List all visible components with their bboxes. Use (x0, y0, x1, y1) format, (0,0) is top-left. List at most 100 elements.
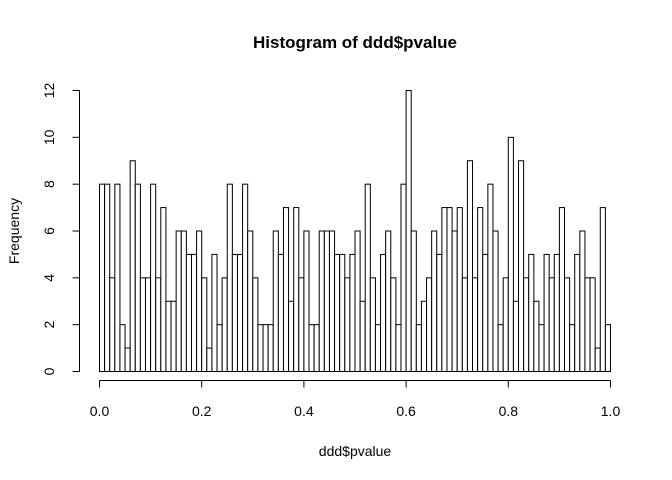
x-tick-label: 1.0 (601, 403, 621, 419)
histogram-bar (543, 253, 550, 373)
histogram-bar (574, 253, 581, 373)
histogram-bar (594, 347, 601, 373)
histogram-bar (180, 230, 187, 372)
y-tick-label: 6 (41, 227, 57, 235)
histogram-bar (119, 324, 126, 372)
histogram-bar (334, 253, 341, 373)
x-tick-label: 0.8 (499, 403, 519, 419)
histogram-bar (518, 160, 525, 372)
histogram-bar (288, 300, 295, 372)
histogram-bar (160, 207, 167, 372)
y-axis-label: Frequency (6, 198, 22, 264)
histogram-bar (385, 230, 392, 372)
x-axis: 0.0 0.2 0.4 0.6 0.8 1.0 (90, 380, 621, 419)
x-axis-label: ddd$pvalue (319, 443, 392, 459)
histogram-bar (134, 183, 141, 372)
histogram-bar (390, 277, 397, 373)
histogram-bar (538, 324, 545, 372)
histogram-bar (604, 324, 612, 372)
histogram-bar (380, 253, 387, 373)
histogram-bar (328, 230, 336, 372)
histogram-bar (374, 324, 382, 372)
histogram-bar (175, 230, 182, 372)
histogram-bar (512, 300, 520, 372)
histogram-bar (364, 183, 371, 372)
histogram-bar (104, 183, 111, 372)
histogram-bar (318, 230, 325, 372)
histogram-bar (472, 277, 479, 373)
histogram-bar (436, 253, 443, 373)
x-tick-label: 0.0 (90, 403, 110, 419)
y-tick-label: 0 (41, 367, 57, 375)
histogram-bar (548, 277, 555, 373)
histogram-bar (293, 207, 300, 372)
histogram-bar (456, 207, 463, 372)
histogram-bar (185, 253, 192, 373)
histogram-bar (303, 230, 310, 372)
histogram-bar (410, 230, 417, 372)
histogram-bar (502, 277, 509, 373)
histogram-bar (155, 277, 162, 373)
histogram-bar (441, 207, 448, 372)
histogram-bar (369, 277, 376, 373)
histogram-bar (446, 207, 453, 372)
histogram-bar (339, 253, 346, 373)
histogram-bar (124, 347, 131, 373)
histogram-bar (150, 183, 157, 372)
y-axis: 0 2 4 6 8 10 12 (41, 83, 80, 375)
chart-title: Histogram of ddd$pvalue (253, 33, 457, 52)
histogram-bar (109, 277, 116, 373)
histogram-bar (359, 300, 366, 372)
histogram-bar (507, 136, 514, 372)
histogram-bar (599, 207, 606, 372)
histogram-bar (354, 230, 361, 372)
histogram-bar (451, 230, 458, 372)
histogram-bar (426, 277, 433, 373)
histogram-bar (431, 230, 438, 372)
histogram-bar (466, 160, 474, 372)
histogram-bar (477, 207, 484, 372)
histogram-bar (272, 230, 279, 372)
histogram-bar (196, 230, 203, 372)
histogram-bar (139, 277, 146, 373)
histogram-bar (589, 277, 596, 373)
histogram-bar (242, 183, 249, 372)
x-tick-label: 0.2 (192, 403, 212, 419)
histogram-bar (349, 253, 356, 373)
histogram-bar (395, 324, 402, 372)
histogram-bar (231, 253, 238, 373)
histogram-bar (497, 324, 504, 372)
histogram-bar (114, 183, 121, 372)
histogram-bar (523, 277, 530, 373)
histogram-bar (282, 207, 290, 372)
histogram-bar (323, 230, 330, 372)
y-tick-label: 8 (41, 180, 57, 188)
histogram-bar (170, 300, 177, 372)
histogram-bar (558, 207, 566, 372)
histogram-bar (226, 183, 233, 372)
histogram-bar (247, 230, 254, 372)
histogram-bar (201, 277, 208, 373)
histogram-bar (344, 277, 351, 373)
histogram-bar (99, 183, 106, 372)
y-tick-label: 12 (41, 83, 57, 99)
x-tick-label: 0.4 (294, 403, 314, 419)
y-tick-label: 10 (41, 129, 57, 145)
histogram-bar (553, 253, 560, 373)
histogram-bar (405, 90, 412, 372)
histogram-bar (211, 253, 218, 373)
histogram-bar (298, 277, 305, 373)
histogram-bar (400, 183, 407, 372)
histogram-bar (221, 277, 228, 373)
histogram-bar (528, 253, 535, 373)
histogram-bars (99, 90, 612, 373)
histogram-bar (216, 324, 223, 372)
histogram-bar (533, 300, 540, 372)
histogram-bar (482, 253, 489, 373)
histogram-bar (487, 183, 494, 372)
histogram-bar (461, 277, 468, 373)
histogram-bar (165, 300, 172, 372)
histogram-bar (564, 277, 571, 373)
y-tick-label: 4 (41, 274, 57, 282)
